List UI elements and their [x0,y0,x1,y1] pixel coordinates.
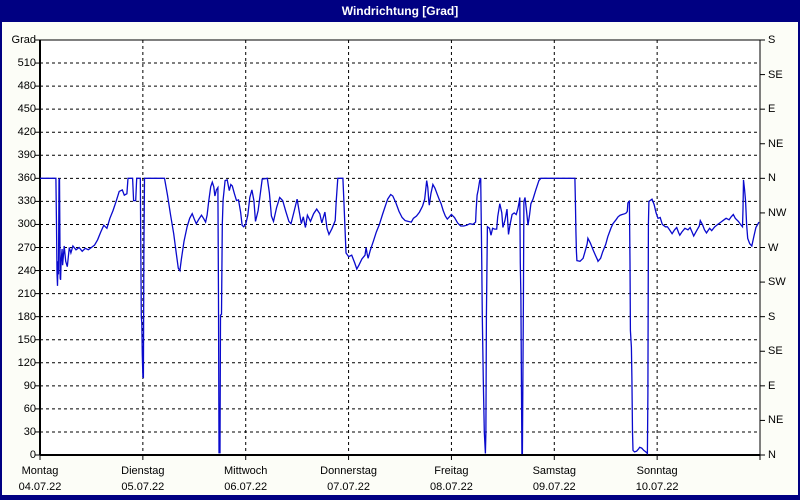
right-axis-compass-label: SE [768,68,783,81]
x-axis-day-label: Montag [21,465,59,477]
right-axis-compass-label: NE [768,137,784,150]
y-axis-tick-label: 90 [23,379,36,392]
y-axis-tick-label: 120 [17,356,36,369]
right-axis-compass-label: SW [768,276,786,289]
x-axis-day-label: Dienstag [121,465,165,477]
right-axis-compass-label: E [768,379,776,392]
chart-title: Windrichtung [Grad] [341,4,459,18]
y-axis-tick-label: 480 [17,80,36,93]
right-axis-compass-label: NW [768,206,787,219]
x-axis-date-label: 07.07.22 [327,481,370,493]
right-axis-compass-label: W [768,241,779,254]
x-axis-day-label: Samstag [532,465,576,477]
y-axis-tick-label: 330 [17,195,36,208]
title-bar: Windrichtung [Grad] [0,0,800,22]
x-axis-date-label: 08.07.22 [430,481,473,493]
y-axis-tick-label: 0 [29,449,36,461]
y-axis-tick-label: 300 [17,218,36,231]
y-axis-tick-label: 420 [17,126,36,139]
x-axis-date-label: 04.07.22 [18,481,62,493]
x-axis-date-label: 09.07.22 [532,481,576,493]
y-axis-tick-label: 240 [17,264,36,277]
x-axis-day-label: Mittwoch [224,465,268,477]
right-axis-compass-label: E [768,103,776,116]
x-axis-date-label: 06.07.22 [224,481,268,493]
y-axis-unit-label: Grad [11,34,36,46]
y-axis-tick-label: 360 [17,172,36,185]
right-axis-compass-label: SE [768,345,783,358]
y-axis-tick-label: 150 [17,333,36,346]
right-axis-compass-label: S [768,310,776,323]
y-axis-tick-label: 60 [23,402,36,415]
wind-direction-line [40,177,760,456]
right-axis-compass-label: S [768,34,776,46]
right-axis-compass-label: N [768,449,776,461]
x-axis-date-label: 05.07.22 [121,481,165,493]
y-axis-tick-label: 180 [17,310,36,323]
x-axis-day-label: Freitag [434,465,469,477]
x-axis-day-label: Donnerstag [320,465,377,477]
chart-canvas: Grad 510 480 450 420 390 360 330 300 270 240 210 180… [2,22,798,495]
right-axis-compass-label: NE [768,414,784,427]
y-axis-tick-label: 210 [17,287,36,300]
x-axis-date-label: 10.07.22 [635,481,679,493]
y-axis-tick-label: 450 [17,103,36,116]
wind-direction-plot [35,39,765,460]
x-axis-day-label: Sonntag [636,465,678,477]
y-axis-tick-label: 270 [17,241,36,254]
y-axis-tick-label: 30 [23,425,36,438]
y-axis-tick-label: 510 [17,57,36,70]
y-axis-tick-label: 390 [17,149,36,162]
right-axis-compass-label: N [768,172,776,185]
